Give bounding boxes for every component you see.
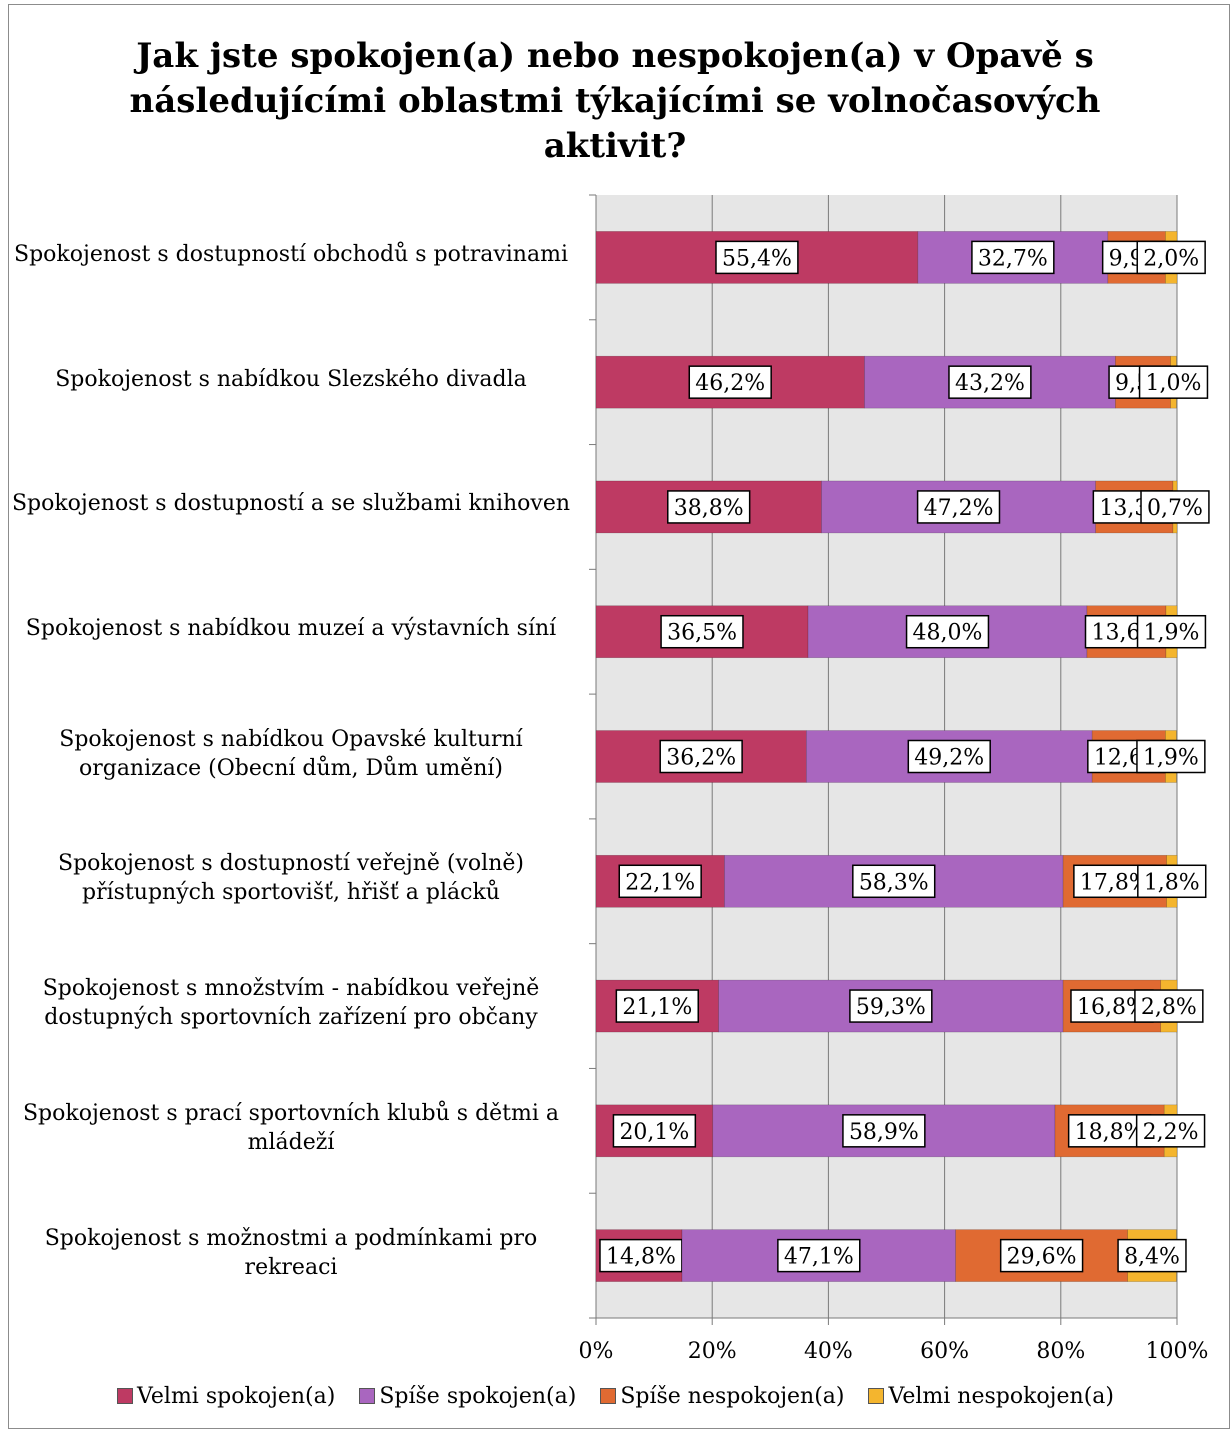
data-label: 55,4% bbox=[722, 246, 792, 271]
bar-segment bbox=[595, 730, 807, 783]
data-label: 1,0% bbox=[1146, 371, 1202, 396]
data-label-box bbox=[916, 490, 1001, 524]
x-tick-label: 60% bbox=[920, 1339, 969, 1364]
data-label-box bbox=[1138, 365, 1209, 399]
data-label-box bbox=[971, 240, 1055, 275]
bar-segment bbox=[595, 355, 865, 409]
data-label-box bbox=[905, 614, 990, 649]
legend-swatch bbox=[868, 1388, 885, 1404]
legend-item: Velmi spokojen(a) bbox=[117, 1384, 335, 1409]
data-label: 36,5% bbox=[667, 621, 737, 646]
legend-item: Spíše spokojen(a) bbox=[359, 1384, 576, 1409]
legend-swatch bbox=[117, 1388, 134, 1404]
plot-area: 0%20%40%60%80%100%55,4%32,7%9,9%2,0%46,2… bbox=[579, 194, 1210, 1364]
legend-swatch bbox=[600, 1388, 617, 1404]
data-label: 32,7% bbox=[978, 246, 1048, 271]
data-label: 47,2% bbox=[924, 496, 994, 521]
data-label: 1,8% bbox=[1144, 870, 1200, 895]
data-label: 58,3% bbox=[859, 870, 929, 895]
data-label-box bbox=[999, 1238, 1084, 1273]
legend-label: Spíše spokojen(a) bbox=[379, 1384, 577, 1409]
legend-swatch bbox=[359, 1388, 376, 1404]
chart-title: Jak jste spokojen(a) nebo nespokojen(a) … bbox=[129, 36, 1101, 166]
category-label: Spokojenost s dostupností obchodů s potr… bbox=[14, 241, 568, 267]
data-label: 59,3% bbox=[856, 995, 926, 1020]
data-label: 2,8% bbox=[1141, 995, 1197, 1020]
category-label: Spokojenost s prací sportovních klubů s … bbox=[22, 1100, 560, 1155]
data-label-box bbox=[667, 490, 751, 524]
data-label: 48,0% bbox=[913, 621, 983, 646]
legend-label: Velmi spokojen(a) bbox=[137, 1384, 336, 1409]
data-label-box bbox=[1137, 864, 1207, 899]
x-tick-label: 20% bbox=[688, 1339, 737, 1364]
data-label-box bbox=[907, 739, 991, 774]
data-label-box bbox=[659, 739, 743, 774]
data-label-box bbox=[1140, 490, 1210, 524]
legend-item: Spíše nespokojen(a) bbox=[600, 1384, 844, 1409]
data-label: 46,2% bbox=[695, 371, 765, 396]
legend-label: Spíše nespokojen(a) bbox=[620, 1384, 845, 1409]
data-label-box bbox=[1136, 614, 1207, 649]
data-label: 36,2% bbox=[666, 746, 736, 771]
data-label-box bbox=[599, 1238, 683, 1273]
data-label: 1,9% bbox=[1143, 746, 1199, 771]
data-label-box bbox=[688, 365, 772, 399]
data-label-box bbox=[715, 240, 799, 275]
data-label: 58,9% bbox=[849, 1120, 919, 1145]
data-label-box bbox=[777, 1238, 861, 1273]
data-label-box bbox=[660, 614, 744, 649]
data-label-box bbox=[618, 864, 702, 899]
category-label: Spokojenost s dostupností veřejně (volně… bbox=[58, 851, 524, 906]
data-label-box bbox=[849, 989, 933, 1023]
data-label-box bbox=[1134, 989, 1204, 1023]
data-label-box bbox=[615, 989, 699, 1023]
data-label-box bbox=[1117, 1238, 1187, 1273]
data-label: 49,2% bbox=[914, 746, 984, 771]
data-label: 38,8% bbox=[674, 496, 744, 521]
category-label: Spokojenost s nabídkou muzeí a výstavníc… bbox=[25, 616, 557, 642]
data-label-box bbox=[852, 864, 936, 899]
data-label: 2,2% bbox=[1143, 1120, 1199, 1145]
data-label-box bbox=[842, 1114, 926, 1148]
data-label: 47,1% bbox=[784, 1245, 854, 1270]
x-tick-label: 40% bbox=[804, 1339, 853, 1364]
data-label-box bbox=[948, 365, 1032, 399]
category-label: Spokojenost s nabídkou Slezského divadla bbox=[55, 366, 527, 392]
data-label: 22,1% bbox=[625, 870, 695, 895]
data-label: 21,1% bbox=[622, 995, 692, 1020]
data-label-box bbox=[612, 1114, 697, 1148]
category-label: Spokojenost s množstvím - nabídkou veřej… bbox=[42, 976, 540, 1031]
category-label: Spokojenost s nabídkou Opavské kulturní … bbox=[59, 726, 523, 781]
data-label-box bbox=[1135, 1114, 1206, 1148]
data-label: 14,8% bbox=[606, 1245, 676, 1270]
data-label-box bbox=[1136, 240, 1206, 275]
data-label: 43,2% bbox=[955, 371, 1025, 396]
legend: Velmi spokojen(a) Spíše spokojen(a) Spíše … bbox=[0, 1384, 1231, 1409]
data-label: 0,7% bbox=[1147, 496, 1203, 521]
data-label-box bbox=[1136, 739, 1206, 774]
category-label: Spokojenost s možnostmi a podmínkami pro… bbox=[44, 1225, 538, 1280]
x-tick-label: 0% bbox=[579, 1339, 614, 1364]
x-tick-label: 100% bbox=[1146, 1339, 1209, 1364]
data-label: 2,0% bbox=[1143, 246, 1199, 271]
legend-label: Velmi nespokojen(a) bbox=[888, 1384, 1114, 1409]
data-label: 18,8% bbox=[1075, 1120, 1145, 1145]
data-label: 29,6% bbox=[1007, 1245, 1077, 1270]
data-label: 20,1% bbox=[619, 1120, 689, 1145]
legend-item: Velmi nespokojen(a) bbox=[868, 1384, 1114, 1409]
category-label: Spokojenost s dostupností a se službami … bbox=[11, 491, 571, 517]
data-label: 8,4% bbox=[1124, 1245, 1180, 1270]
data-label: 1,9% bbox=[1144, 621, 1200, 646]
x-tick-label: 80% bbox=[1036, 1339, 1085, 1364]
